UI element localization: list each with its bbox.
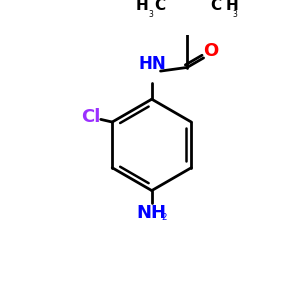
Text: HN: HN [139, 55, 166, 73]
Text: H: H [226, 0, 238, 13]
Text: H: H [136, 0, 148, 13]
Text: $_3$: $_3$ [232, 9, 238, 21]
Text: $_2$: $_2$ [161, 210, 167, 224]
Text: C: C [154, 0, 166, 13]
Text: Cl: Cl [81, 108, 101, 126]
Text: O: O [203, 42, 218, 60]
Text: C: C [210, 0, 221, 13]
Text: NH: NH [136, 204, 166, 222]
Text: $_3$: $_3$ [148, 9, 154, 21]
